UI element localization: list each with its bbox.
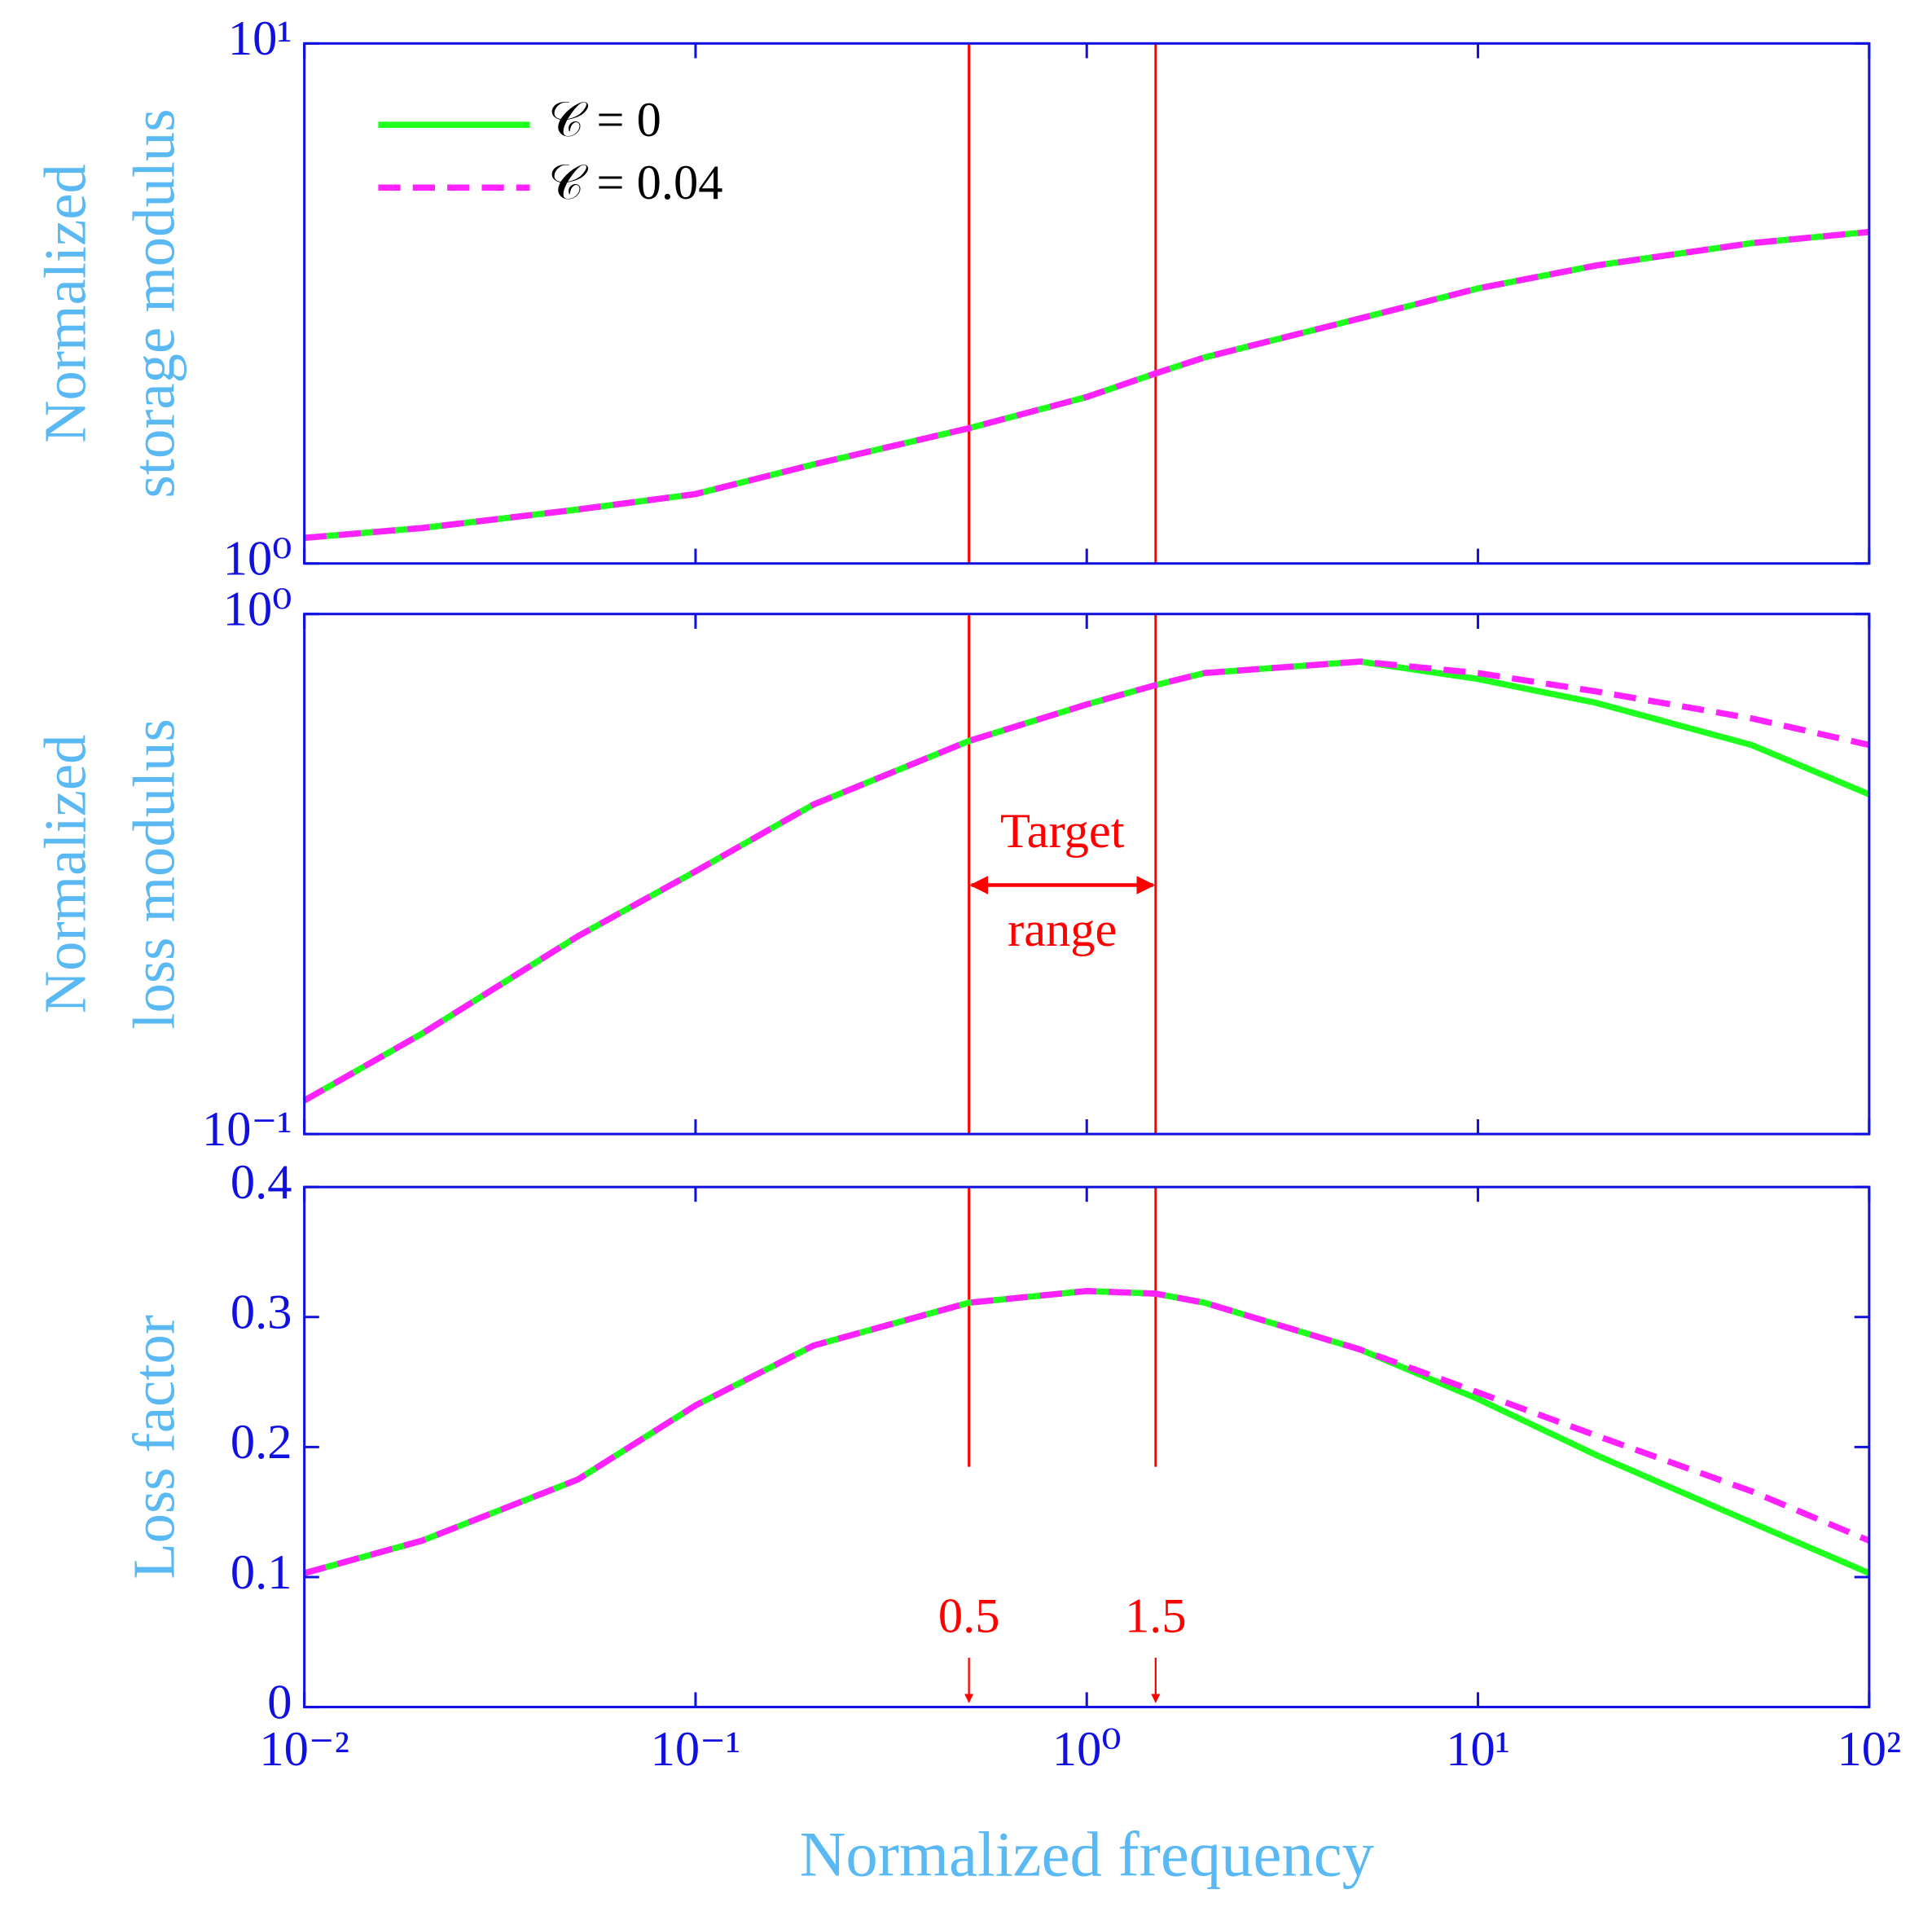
plot-frame [303,613,1871,1136]
y-axis-label: loss modulus [121,718,187,1029]
y-tick-label: 10¹ [228,11,292,66]
y-tick-label: 0 [267,1675,292,1729]
y-axis-label: Normalized [32,164,98,443]
plot-frame [303,1185,1871,1709]
y-axis-label: Normalized [32,735,98,1014]
y-tick-label: 0.4 [231,1155,292,1210]
series-line [304,228,1870,542]
y-axis-label: Loss factor [121,1315,187,1580]
y-tick-label: 0.3 [231,1285,292,1340]
x-tick-label: 10⁰ [1052,1722,1122,1777]
x-axis-label: Normalized frequency [800,1820,1375,1891]
x-tick-label: 10² [1838,1722,1902,1777]
plot-frame [303,42,1871,565]
y-tick-label: 10⁻¹ [202,1102,292,1157]
target-label: 0.5 [938,1589,1000,1644]
series-line [304,228,1870,542]
annotation: range [1008,903,1117,957]
y-tick-label: 0.1 [231,1545,292,1600]
series-line [303,1288,1871,1576]
x-tick-label: 10⁻¹ [651,1722,741,1777]
y-tick-label: 0.2 [231,1415,292,1470]
series-line [302,658,1871,1104]
target-label: 1.5 [1125,1589,1187,1644]
series-line [303,1288,1871,1576]
legend-label: 𝒞 = 0.04 [548,156,722,210]
x-tick-label: 10⁻² [259,1722,349,1777]
y-tick-label: 10⁰ [223,532,292,587]
y-tick-label: 10⁰ [223,582,292,637]
series-line [302,658,1870,1104]
y-axis-label: storage modulus [121,109,187,499]
x-tick-label: 10¹ [1446,1722,1510,1777]
annotation: Target [1000,804,1125,859]
legend-label: 𝒞 = 0 [548,93,661,147]
